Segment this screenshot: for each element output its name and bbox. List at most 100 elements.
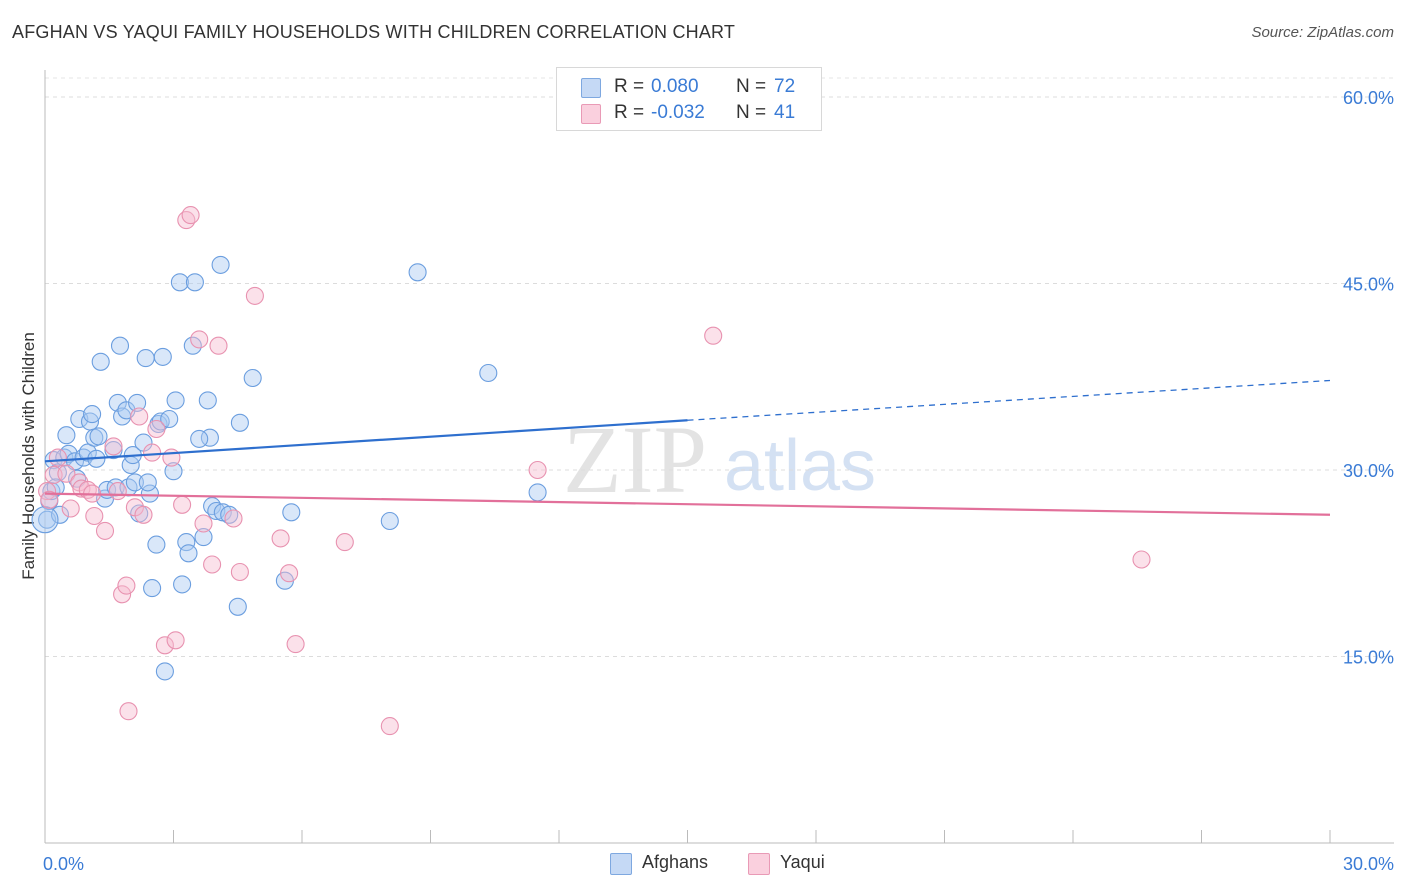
yaqui-point xyxy=(162,448,181,467)
afghans-point xyxy=(170,273,189,292)
tick-labels: 15.0% 30.0% 45.0% 60.0% 0.0% 30.0% xyxy=(43,88,1394,874)
afghans-trend-line xyxy=(44,419,688,463)
yaqui-point xyxy=(224,509,243,528)
afghans-point xyxy=(211,255,230,274)
yaqui-point xyxy=(57,464,76,483)
afghans-point xyxy=(65,452,85,471)
yaqui-point xyxy=(203,555,222,574)
r-label: R = xyxy=(614,76,645,97)
trend-lines xyxy=(44,379,1331,516)
yaqui-swatch xyxy=(581,104,601,124)
yaqui-point xyxy=(143,443,162,462)
afghans-point xyxy=(177,533,196,552)
afghans-point xyxy=(155,662,174,681)
afghans-point xyxy=(57,426,76,445)
afghans-point xyxy=(198,391,217,410)
yaqui-point xyxy=(95,521,115,540)
afghans-legend-label: Afghans xyxy=(642,852,709,872)
yaqui-point xyxy=(61,499,80,518)
watermark: ZIP atlas xyxy=(563,406,876,513)
afghans-point xyxy=(110,336,130,355)
afghans-point xyxy=(125,473,144,492)
afghans-point xyxy=(282,503,301,522)
afghans-point xyxy=(408,263,427,282)
y-tick-label: 60.0% xyxy=(1343,88,1394,108)
yaqui-point xyxy=(85,506,104,526)
yaqui-point xyxy=(166,631,185,650)
yaqui-point xyxy=(704,326,723,345)
yaqui-point xyxy=(528,460,547,480)
afghans-point xyxy=(160,409,179,429)
y-tick-label: 15.0% xyxy=(1343,648,1394,668)
r-value: -0.032 xyxy=(651,102,705,123)
yaqui-point xyxy=(119,702,138,721)
afghans-point xyxy=(147,535,166,554)
afghans-points xyxy=(31,255,547,681)
y-tick-label: 30.0% xyxy=(1343,461,1394,481)
afghans-point xyxy=(89,427,108,446)
yaqui-point xyxy=(181,206,200,225)
afghans-point xyxy=(179,544,198,563)
x-tick-label: 0.0% xyxy=(43,854,84,874)
chart-title: AFGHAN VS YAQUI FAMILY HOUSEHOLDS WITH C… xyxy=(12,22,736,42)
yaqui-point xyxy=(335,533,354,552)
source-label: Source: ZipAtlas.com xyxy=(1251,24,1394,41)
yaqui-point xyxy=(1132,550,1151,569)
yaqui-point xyxy=(190,330,209,349)
afghans-point-large xyxy=(31,506,59,534)
watermark-zip: ZIP xyxy=(563,406,707,513)
y-tick-label: 45.0% xyxy=(1343,275,1394,295)
yaqui-point xyxy=(271,529,290,548)
afghans-point xyxy=(479,363,498,383)
afghans-point xyxy=(166,391,185,410)
afghans-legend-swatch xyxy=(610,853,632,875)
afghans-point xyxy=(140,484,159,503)
yaqui-point xyxy=(113,585,132,604)
afghans-point xyxy=(50,505,70,524)
yaqui-point xyxy=(286,635,305,654)
afghans-point xyxy=(153,347,172,366)
yaqui-point xyxy=(40,490,59,509)
afghans-point xyxy=(164,462,183,481)
axes xyxy=(44,70,1394,844)
yaqui-point xyxy=(155,636,174,655)
yaqui-point xyxy=(48,448,67,467)
yaqui-point xyxy=(209,336,228,355)
r-value: 0.080 xyxy=(651,76,699,97)
yaqui-point xyxy=(134,505,153,524)
yaqui-legend-label: Yaqui xyxy=(780,852,825,872)
yaqui-point xyxy=(380,717,399,736)
afghans-point xyxy=(243,368,262,388)
n-value: 41 xyxy=(774,102,796,123)
r-label: R = xyxy=(614,102,645,123)
afghans-point xyxy=(185,273,204,292)
afghans-trend-extension xyxy=(687,379,1331,421)
correlation-legend: R = 0.080 N = 72 R = -0.032 N = 41 xyxy=(556,67,822,131)
n-label: N = xyxy=(736,76,767,97)
yaqui-point xyxy=(230,562,249,582)
x-tick-label: 30.0% xyxy=(1343,854,1394,874)
yaqui-point xyxy=(280,564,299,583)
afghans-point xyxy=(380,511,399,531)
afghans-swatch xyxy=(581,78,601,98)
yaqui-trend-line xyxy=(44,492,1331,516)
yaqui-point xyxy=(117,576,136,595)
yaqui-point xyxy=(72,479,91,498)
yaqui-point xyxy=(108,482,127,501)
afghans-point xyxy=(138,473,157,492)
afghans-point xyxy=(136,349,155,368)
afghans-point xyxy=(143,579,162,598)
n-label: N = xyxy=(736,102,767,123)
yaqui-point xyxy=(104,437,123,456)
afghans-point xyxy=(194,528,213,547)
afghans-point xyxy=(59,444,78,463)
afghans-point xyxy=(230,413,249,432)
n-value: 72 xyxy=(774,76,796,97)
afghans-point xyxy=(91,352,110,371)
afghans-point xyxy=(528,483,547,502)
yaqui-point xyxy=(147,419,166,439)
afghans-point xyxy=(83,405,102,424)
yaqui-point xyxy=(245,286,264,305)
afghans-point xyxy=(190,429,209,448)
